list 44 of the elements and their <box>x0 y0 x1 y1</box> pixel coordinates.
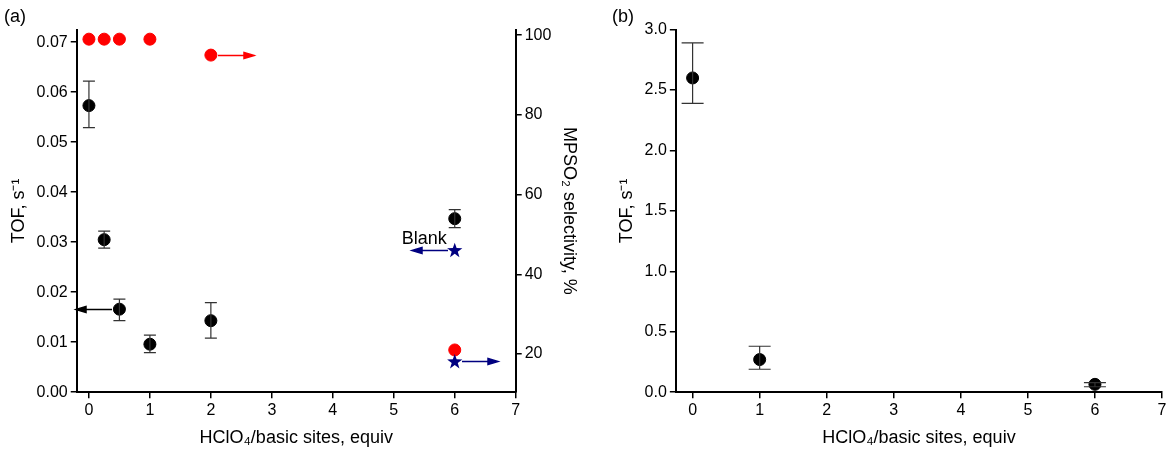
y-tick-label: 0.02 <box>36 282 68 300</box>
y-tick-label: 0.0 <box>644 382 667 400</box>
y-tick-label: 0.07 <box>36 32 68 50</box>
chart-title: (b) <box>612 5 634 26</box>
y-axis-title: TOF, s⁻¹ <box>7 178 28 244</box>
y2-tick-label: 80 <box>524 105 543 123</box>
x-tick-label: 4 <box>956 401 966 419</box>
y2-axis-title: MPSO₂ selectivity, % <box>560 127 581 295</box>
y-tick-label: 0.05 <box>36 132 68 150</box>
y2-tick-label: 60 <box>524 184 543 202</box>
y-tick-label: 0.5 <box>644 322 667 340</box>
y-tick-label: 1.5 <box>644 201 667 219</box>
x-tick-label: 3 <box>889 401 899 419</box>
x-tick-label: 6 <box>1090 401 1100 419</box>
y2-tick-label: 100 <box>524 25 552 43</box>
y2-tick-label: 20 <box>524 344 543 362</box>
y-tick-label: 3.0 <box>644 20 667 38</box>
annotation: Blank <box>401 227 448 248</box>
x-tick-label: 5 <box>1023 401 1033 419</box>
x-axis-title: HClO₄/basic sites, equiv <box>199 427 393 448</box>
x-tick-label: 1 <box>755 401 765 419</box>
x-tick-label: 7 <box>511 401 521 419</box>
x-tick-label: 5 <box>389 401 399 419</box>
y-tick-label: 2.0 <box>644 140 667 158</box>
y-tick-label: 0.03 <box>36 232 68 250</box>
y-tick-label: 0.00 <box>36 382 68 400</box>
y-tick-label: 1.0 <box>644 261 667 279</box>
y-tick-label: 2.5 <box>644 80 667 98</box>
y-tick-label: 0.01 <box>36 332 68 350</box>
x-tick-label: 6 <box>450 401 460 419</box>
y-axis-title: TOF, s⁻¹ <box>615 178 636 244</box>
x-tick-label: 1 <box>145 401 155 419</box>
y-tick-label: 0.06 <box>36 82 68 100</box>
x-tick-label: 4 <box>328 401 338 419</box>
x-tick-label: 2 <box>206 401 216 419</box>
x-axis-title: HClO₄/basic sites, equiv <box>822 427 1016 448</box>
chart-title: (a) <box>4 5 26 26</box>
y2-tick-label: 40 <box>524 264 543 282</box>
x-tick-label: 0 <box>84 401 94 419</box>
y-tick-label: 0.04 <box>36 182 68 200</box>
x-tick-label: 3 <box>267 401 277 419</box>
x-tick-label: 2 <box>822 401 832 419</box>
x-tick-label: 7 <box>1157 401 1167 419</box>
x-tick-label: 0 <box>688 401 698 419</box>
